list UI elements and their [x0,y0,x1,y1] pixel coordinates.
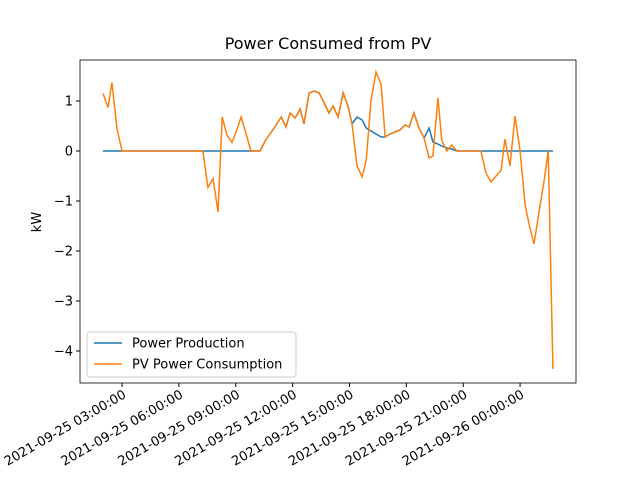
y-tick-label: −3 [54,295,73,310]
line [103,90,553,152]
y-tick-label: −4 [54,345,73,360]
y-tick-label: 1 [65,95,73,110]
y-tick-label: −1 [54,195,73,210]
legend-box [86,331,297,378]
plot-frame [79,59,577,384]
y-axis-label: kW [30,212,45,233]
legend-label: PV Power Consumption [132,358,282,373]
chart-title: Power Consumed from PV [225,34,432,53]
y-tick-label: 0 [65,145,73,160]
line [102,69,554,370]
legend-label: Power Production [132,337,245,352]
y-tick-label: −2 [54,245,73,260]
